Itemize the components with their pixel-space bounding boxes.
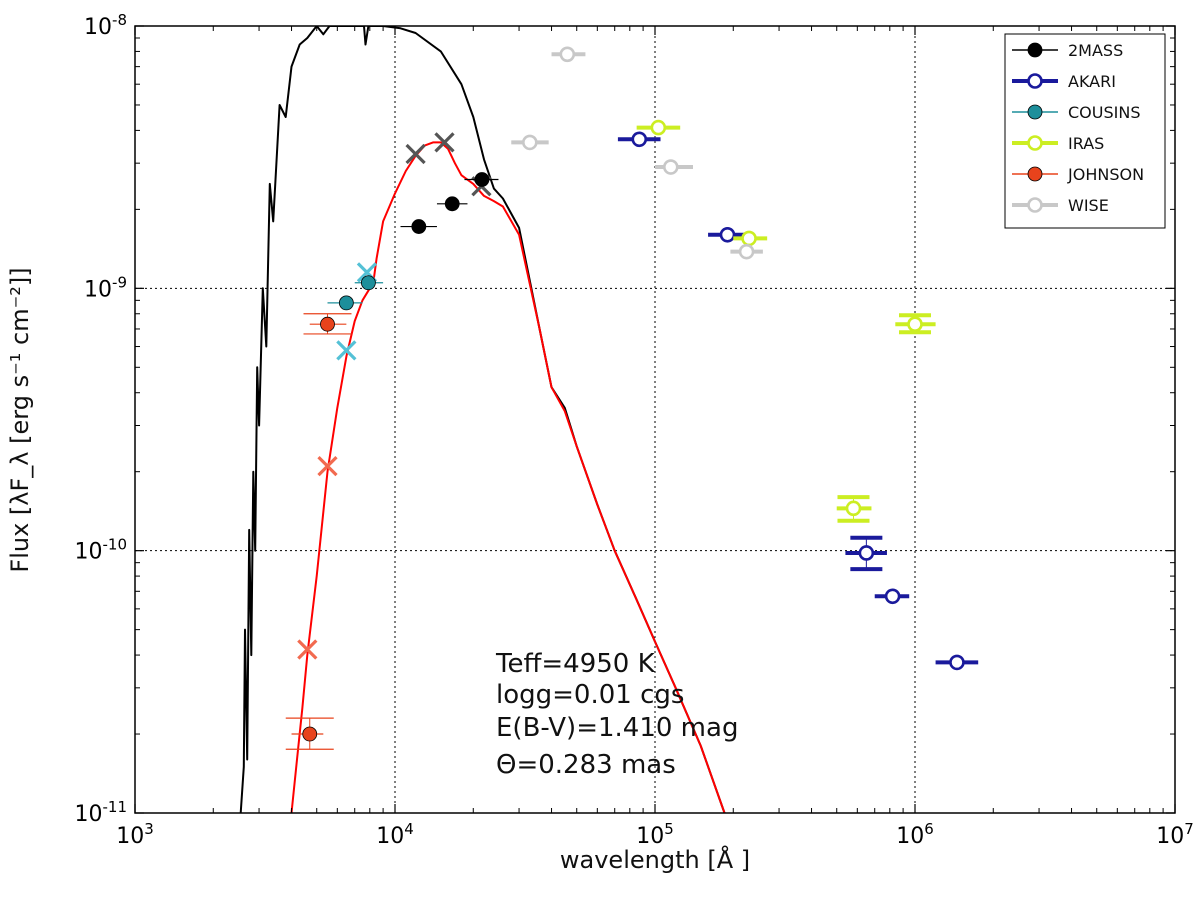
data-point-iras: [636, 119, 681, 136]
y-tick-label: 10-9: [84, 273, 127, 302]
data-point-iras: [836, 495, 872, 523]
data-point-akari: [708, 226, 747, 243]
annotation-theta: Θ=0.283 mas: [496, 750, 676, 780]
x-tick-label: 105: [636, 820, 674, 849]
filled-marker: [444, 196, 460, 212]
filled-marker: [474, 172, 490, 187]
legend-box: [1004, 33, 1166, 229]
y-tick-label: 10-10: [75, 536, 128, 565]
legend-label-iras: IRAS: [1068, 134, 1104, 153]
legend-marker-johnson: [1027, 166, 1043, 182]
y-axis-ticks: 10-11 10-10 10-9 10-8: [75, 11, 1175, 827]
y-tick-label: 10-8: [84, 11, 127, 40]
intrinsic-model-curve: [239, 26, 726, 813]
model-curves: [239, 26, 726, 813]
x-tick-label: 106: [896, 820, 934, 849]
filled-marker: [320, 316, 335, 332]
x-tick-label: 103: [116, 820, 154, 849]
data-point-iras: [895, 313, 936, 335]
legend: 2MASS AKARI COUSINS IRAS JOHNSON WISE: [1004, 33, 1166, 229]
model-flux-x-marker: [405, 143, 426, 165]
x-tick-label: 104: [376, 820, 414, 849]
open-marker: [559, 46, 576, 63]
x-axis-ticks: 103 104 105 106 107: [116, 26, 1194, 849]
y-axis-label: Flux [λF_λ [erg s⁻¹ cm⁻²]]: [6, 267, 34, 572]
data-point-wise: [511, 134, 549, 151]
data-point-2mass: [400, 219, 437, 234]
x-axis-label: wavelength [Å ]: [560, 845, 750, 874]
open-marker: [907, 316, 923, 332]
legend-label-wise: WISE: [1068, 196, 1109, 215]
fit-annotation: Teff=4950 K logg=0.01 cgs E(B-V)=1.410 m…: [495, 649, 738, 780]
data-point-cousins: [354, 275, 384, 291]
legend-marker-cousins: [1027, 104, 1043, 120]
legend-label-akari: AKARI: [1068, 72, 1116, 91]
open-marker: [662, 159, 679, 175]
legend-marker-iras: [1027, 135, 1043, 151]
grid-lines: [135, 26, 1175, 813]
open-marker: [522, 134, 538, 151]
y-tick-label: 10-11: [75, 798, 128, 827]
open-marker: [858, 545, 875, 561]
model-flux-x-marker: [317, 456, 338, 477]
photometry-points: [285, 46, 979, 750]
model-flux-x-marker: [336, 340, 357, 361]
legend-marker-2mass: [1027, 42, 1043, 58]
open-marker: [631, 131, 648, 148]
data-point-akari: [617, 131, 661, 148]
model-flux-x-marker: [297, 639, 318, 660]
annotation-teff: Teff=4950 K: [495, 649, 656, 679]
legend-marker-wise: [1027, 197, 1043, 213]
legend-label-cousins: COUSINS: [1068, 103, 1140, 122]
open-marker: [845, 500, 862, 517]
data-point-cousins: [327, 295, 363, 311]
data-point-iras: [733, 230, 768, 247]
open-marker: [719, 226, 736, 243]
data-point-wise: [730, 243, 763, 260]
data-point-johnson: [285, 717, 334, 750]
x-tick-label: 107: [1156, 820, 1194, 849]
annotation-logg: logg=0.01 cgs: [496, 680, 684, 710]
annotation-ebv: E(B-V)=1.410 mag: [496, 713, 738, 743]
data-point-akari: [845, 535, 887, 572]
open-marker: [949, 654, 965, 671]
model-flux-x-marker: [434, 132, 455, 153]
filled-marker: [360, 275, 376, 291]
data-point-akari: [935, 654, 979, 671]
legend-label-johnson: JOHNSON: [1067, 165, 1144, 184]
data-point-johnson: [303, 313, 352, 335]
open-marker: [738, 243, 755, 260]
open-marker: [650, 119, 667, 136]
legend-label-2mass: 2MASS: [1068, 41, 1123, 60]
data-point-2mass: [436, 196, 468, 212]
data-point-akari: [874, 588, 910, 605]
open-marker: [884, 588, 901, 605]
filled-marker: [302, 726, 318, 742]
open-marker: [741, 230, 757, 247]
reddened-model-curve: [290, 141, 726, 813]
legend-marker-akari: [1027, 73, 1043, 89]
data-point-wise: [655, 159, 693, 175]
data-point-2mass: [464, 172, 499, 187]
filled-marker: [411, 219, 427, 234]
data-point-wise: [551, 46, 586, 63]
filled-marker: [338, 295, 354, 311]
